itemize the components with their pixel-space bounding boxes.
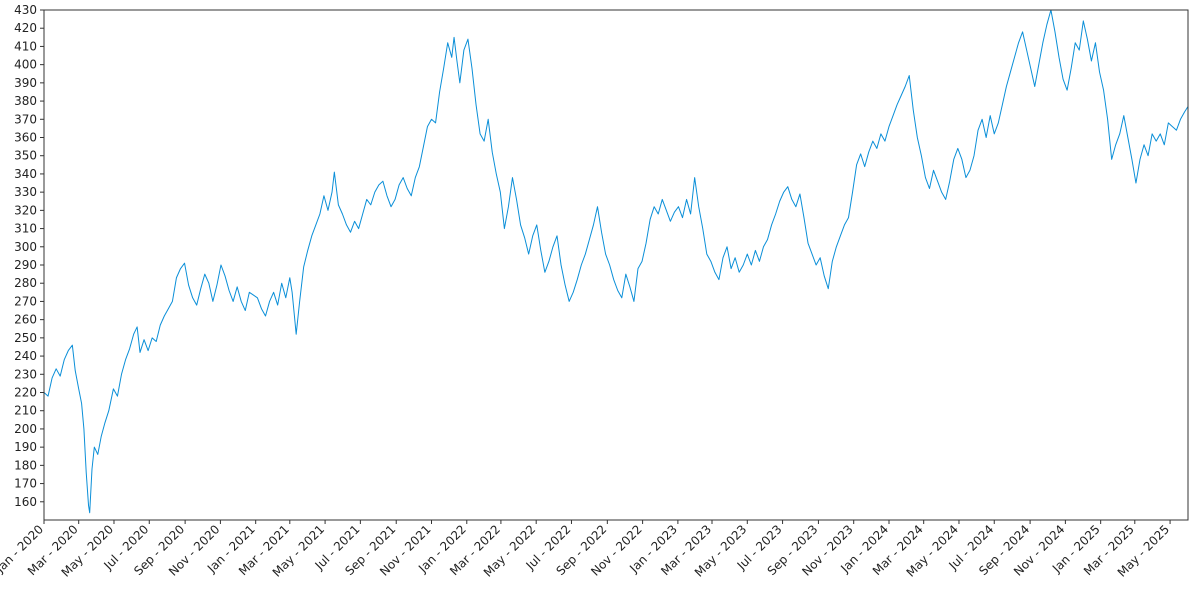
y-tick-label: 430 <box>14 3 37 17</box>
y-tick-label: 290 <box>14 258 37 272</box>
y-tick-label: 190 <box>14 440 37 454</box>
y-tick-label: 400 <box>14 58 37 72</box>
y-axis: 160 170 180 190 200 210 220 230 240 250 260 270 280 2… <box>14 3 44 509</box>
y-tick-label: 420 <box>14 21 37 35</box>
y-tick-label: 350 <box>14 149 37 163</box>
y-tick-label: 240 <box>14 349 37 363</box>
y-tick-label: 180 <box>14 458 37 472</box>
y-tick-label: 380 <box>14 94 37 108</box>
y-tick-label: 300 <box>14 240 37 254</box>
y-tick-label: 230 <box>14 367 37 381</box>
y-tick-label: 280 <box>14 276 37 290</box>
price-line <box>43 9 1189 514</box>
y-tick-label: 410 <box>14 39 37 53</box>
y-tick-label: 330 <box>14 185 37 199</box>
y-tick-label: 210 <box>14 404 37 418</box>
y-tick-label: 220 <box>14 386 37 400</box>
y-tick-label: 270 <box>14 294 37 308</box>
y-tick-label: 200 <box>14 422 37 436</box>
y-tick-label: 320 <box>14 203 37 217</box>
plot-area <box>43 9 1189 514</box>
y-tick-label: 310 <box>14 222 37 236</box>
y-tick-label: 360 <box>14 131 37 145</box>
y-tick-label: 340 <box>14 167 37 181</box>
y-tick-label: 260 <box>14 313 37 327</box>
y-tick-label: 170 <box>14 477 37 491</box>
y-tick-label: 160 <box>14 495 37 509</box>
y-tick-label: 390 <box>14 76 37 90</box>
y-tick-label: 370 <box>14 112 37 126</box>
y-tick-label: 250 <box>14 331 37 345</box>
